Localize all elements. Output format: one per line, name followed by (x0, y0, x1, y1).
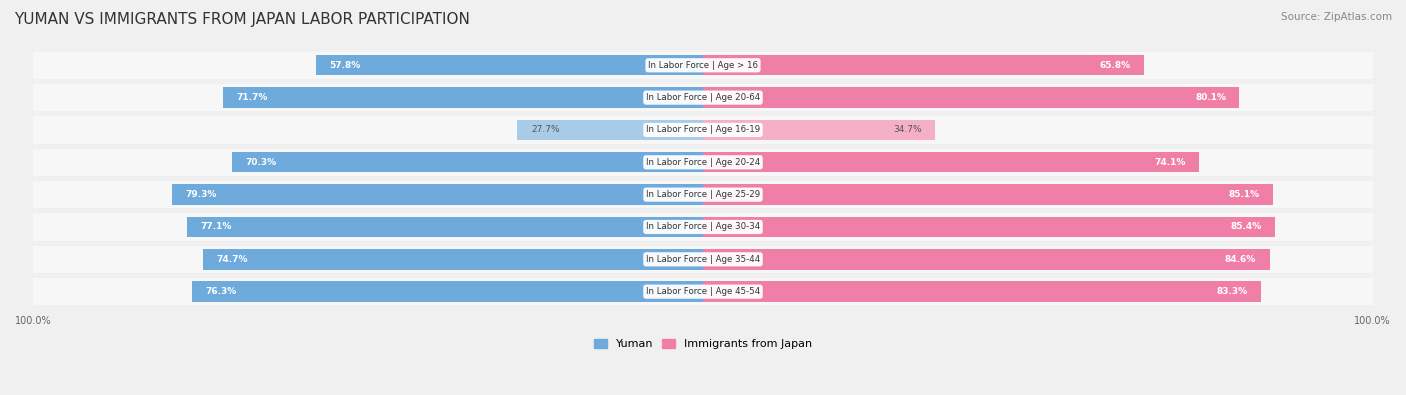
Legend: Yuman, Immigrants from Japan: Yuman, Immigrants from Japan (589, 335, 817, 354)
Bar (187, 217, 703, 237)
Text: 71.7%: 71.7% (236, 93, 267, 102)
Bar (202, 249, 703, 269)
Text: YUMAN VS IMMIGRANTS FROM JAPAN LABOR PARTICIPATION: YUMAN VS IMMIGRANTS FROM JAPAN LABOR PAR… (14, 12, 470, 27)
Bar (34, 213, 1372, 241)
Text: 27.7%: 27.7% (531, 126, 560, 134)
Text: 77.1%: 77.1% (200, 222, 232, 231)
Bar (34, 84, 1372, 111)
Text: 84.6%: 84.6% (1225, 255, 1256, 264)
Bar (316, 55, 703, 75)
Text: 74.7%: 74.7% (217, 255, 247, 264)
Bar (222, 87, 703, 108)
Bar (34, 246, 1372, 273)
Text: 70.3%: 70.3% (246, 158, 277, 167)
Bar (703, 282, 1261, 302)
Text: 83.3%: 83.3% (1216, 287, 1247, 296)
Text: 76.3%: 76.3% (205, 287, 236, 296)
Text: 80.1%: 80.1% (1195, 93, 1226, 102)
Text: In Labor Force | Age 35-44: In Labor Force | Age 35-44 (645, 255, 761, 264)
Text: In Labor Force | Age 16-19: In Labor Force | Age 16-19 (645, 126, 761, 134)
Text: 34.7%: 34.7% (893, 126, 922, 134)
Text: 79.3%: 79.3% (186, 190, 217, 199)
Text: In Labor Force | Age 20-24: In Labor Force | Age 20-24 (645, 158, 761, 167)
Bar (232, 152, 703, 173)
Text: 57.8%: 57.8% (329, 61, 360, 70)
Bar (703, 217, 1275, 237)
Bar (34, 116, 1372, 144)
Bar (172, 184, 703, 205)
Text: Source: ZipAtlas.com: Source: ZipAtlas.com (1281, 12, 1392, 22)
Text: 85.1%: 85.1% (1229, 190, 1260, 199)
Bar (703, 120, 935, 140)
Text: 65.8%: 65.8% (1099, 61, 1130, 70)
Bar (34, 51, 1372, 79)
Bar (703, 55, 1143, 75)
Bar (193, 282, 703, 302)
Text: In Labor Force | Age 30-34: In Labor Force | Age 30-34 (645, 222, 761, 231)
Text: In Labor Force | Age 45-54: In Labor Force | Age 45-54 (645, 287, 761, 296)
Bar (703, 249, 1270, 269)
Bar (703, 184, 1272, 205)
Bar (703, 152, 1199, 173)
Text: In Labor Force | Age 25-29: In Labor Force | Age 25-29 (645, 190, 761, 199)
Text: 74.1%: 74.1% (1154, 158, 1185, 167)
Bar (34, 149, 1372, 176)
Bar (517, 120, 703, 140)
Bar (34, 278, 1372, 305)
Bar (703, 87, 1240, 108)
Text: 85.4%: 85.4% (1230, 222, 1261, 231)
Text: In Labor Force | Age 20-64: In Labor Force | Age 20-64 (645, 93, 761, 102)
Bar (34, 181, 1372, 209)
Text: In Labor Force | Age > 16: In Labor Force | Age > 16 (648, 61, 758, 70)
